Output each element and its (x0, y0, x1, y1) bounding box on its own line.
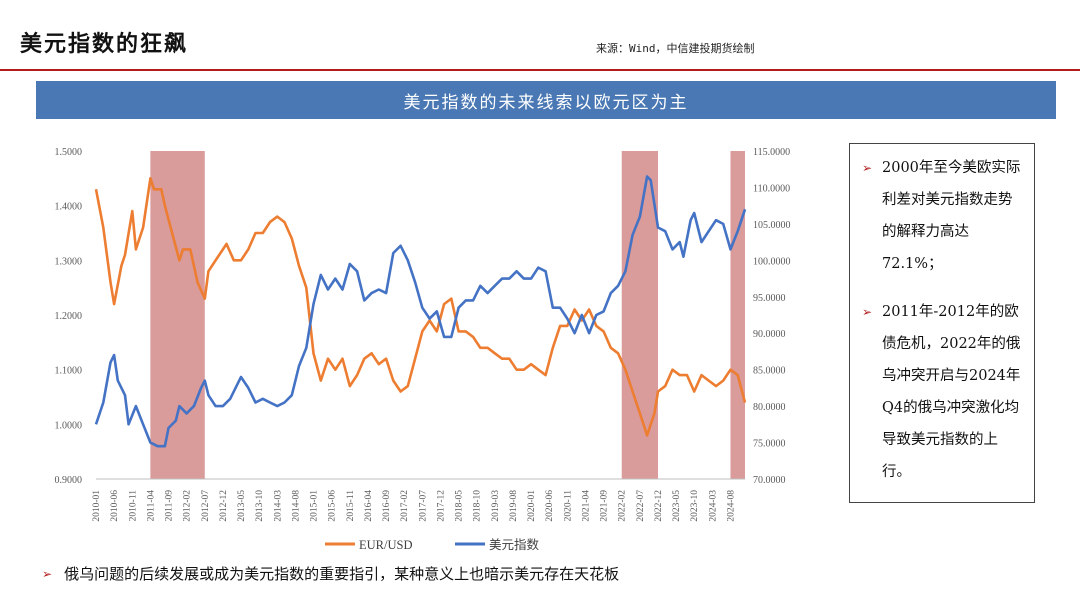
arrow-bullet-icon: ➢ (862, 305, 873, 319)
right-axis-tick-label: 110.0000 (753, 183, 790, 194)
right-axis-tick-label: 90.0000 (753, 329, 786, 340)
x-axis-tick-label: 2014-03 (273, 490, 283, 522)
right-axis-tick-label: 100.0000 (753, 256, 791, 267)
x-axis-tick-label: 2012-07 (201, 490, 211, 522)
callout-point-1: ➢ 2000年至今美欧实际利差对美元指数走势的解释力高达72.1%； (862, 152, 1026, 280)
x-axis-tick-label: 2024-03 (708, 490, 718, 522)
right-axis-tick-label: 95.0000 (753, 293, 786, 304)
x-axis-tick-label: 2022-02 (618, 490, 628, 522)
callout-text-2: 2011年-2012年的欧债危机，2022年的俄乌冲突开启与2024年Q4的俄乌… (882, 304, 1021, 480)
callout-point-2: ➢ 2011年-2012年的欧债危机，2022年的俄乌冲突开启与2024年Q4的… (862, 296, 1026, 488)
x-axis-tick-label: 2015-01 (310, 490, 320, 522)
right-axis-tick-label: 75.0000 (753, 439, 786, 450)
x-axis-tick-label: 2010-06 (110, 490, 120, 522)
x-axis-tick-label: 2024-08 (726, 490, 736, 522)
source-note: 来源：Wind，中信建投期货绘制 (596, 42, 755, 55)
header-divider (0, 69, 1080, 71)
x-axis-tick-label: 2014-08 (291, 490, 301, 522)
x-axis-tick-label: 2017-12 (436, 490, 446, 522)
dual-axis-line-chart: 0.9000 1.0000 1.1000 1.2000 1.3000 1.4000 1.50… (55, 147, 791, 552)
shaded-period-3 (730, 151, 745, 479)
x-axis-tick-label: 2023-10 (690, 490, 700, 522)
x-axis-tick-label: 2021-04 (581, 490, 591, 522)
right-axis-tick-label: 105.0000 (753, 220, 791, 231)
x-axis-tick-label: 2022-12 (654, 490, 664, 522)
left-axis-tick-label: 1.1000 (55, 366, 83, 377)
footnote-text: 俄乌问题的后续发展或成为美元指数的重要指引，某种意义上也暗示美元存在天花板 (64, 565, 620, 583)
banner-text: 美元指数的未来线索以欧元区为主 (403, 92, 689, 113)
right-axis-tick-label: 85.0000 (753, 366, 786, 377)
arrow-bullet-icon: ➢ (42, 566, 53, 581)
x-axis-tick-label: 2019-03 (491, 490, 501, 522)
x-axis-tick-label: 2017-02 (400, 490, 410, 522)
left-axis-tick-label: 0.9000 (55, 475, 83, 486)
callout-box: ➢ 2000年至今美欧实际利差对美元指数走势的解释力高达72.1%； ➢ 201… (849, 143, 1035, 503)
x-axis-tick-label: 2016-04 (364, 490, 374, 522)
right-axis-tick-label: 115.0000 (753, 147, 790, 158)
x-axis-tick-label: 2020-06 (545, 490, 555, 522)
x-axis-tick-label: 2011-04 (146, 490, 156, 522)
right-axis-tick-label: 80.0000 (753, 402, 786, 413)
x-axis-tick-label: 2022-07 (636, 490, 646, 522)
page-title: 美元指数的狂飙 (20, 31, 189, 57)
x-axis-tick-label: 2010-11 (128, 490, 138, 522)
x-axis-tick-label: 2015-11 (346, 490, 356, 522)
callout-text-1: 2000年至今美欧实际利差对美元指数走势的解释力高达72.1%； (882, 160, 1021, 272)
shaded-period-1 (150, 151, 205, 479)
series-line-eurusd (94, 177, 747, 437)
x-axis-tick-label: 2020-11 (563, 490, 573, 522)
x-axis-tick-label: 2019-08 (509, 490, 519, 522)
left-axis-tick-label: 1.5000 (55, 147, 83, 158)
x-axis-tick-label: 2012-02 (183, 490, 193, 522)
arrow-bullet-icon: ➢ (862, 161, 873, 175)
legend-label-1: EUR/USD (359, 538, 412, 552)
left-axis-tick-label: 1.0000 (55, 420, 83, 431)
x-axis-tick-label: 2010-01 (92, 490, 102, 522)
footnote: ➢ 俄乌问题的后续发展或成为美元指数的重要指引，某种意义上也暗示美元存在天花板 (42, 563, 619, 584)
x-axis-tick-label: 2017-07 (418, 490, 428, 522)
x-axis-tick-label: 2011-09 (165, 490, 175, 522)
x-axis-tick-label: 2018-05 (455, 490, 465, 522)
left-axis-tick-label: 1.4000 (55, 202, 83, 213)
x-axis-tick-label: 2013-10 (255, 490, 265, 522)
x-axis-tick-label: 2016-09 (382, 490, 392, 522)
x-axis-tick-label: 2013-05 (237, 490, 247, 522)
x-axis-tick-label: 2020-01 (527, 490, 537, 522)
x-axis-tick-label: 2012-12 (219, 490, 229, 522)
right-axis-tick-label: 70.0000 (753, 475, 786, 486)
section-banner: 美元指数的未来线索以欧元区为主 (36, 81, 1056, 119)
left-axis-tick-label: 1.2000 (55, 311, 83, 322)
series-line-dxy (94, 175, 747, 448)
x-axis-tick-label: 2015-06 (328, 490, 338, 522)
x-axis-tick-label: 2021-09 (600, 490, 610, 522)
x-axis-tick-label: 2018-10 (473, 490, 483, 522)
left-axis-tick-label: 1.3000 (55, 256, 83, 267)
legend-label-2: 美元指数 (489, 537, 540, 552)
x-axis-tick-label: 2023-05 (672, 490, 682, 522)
